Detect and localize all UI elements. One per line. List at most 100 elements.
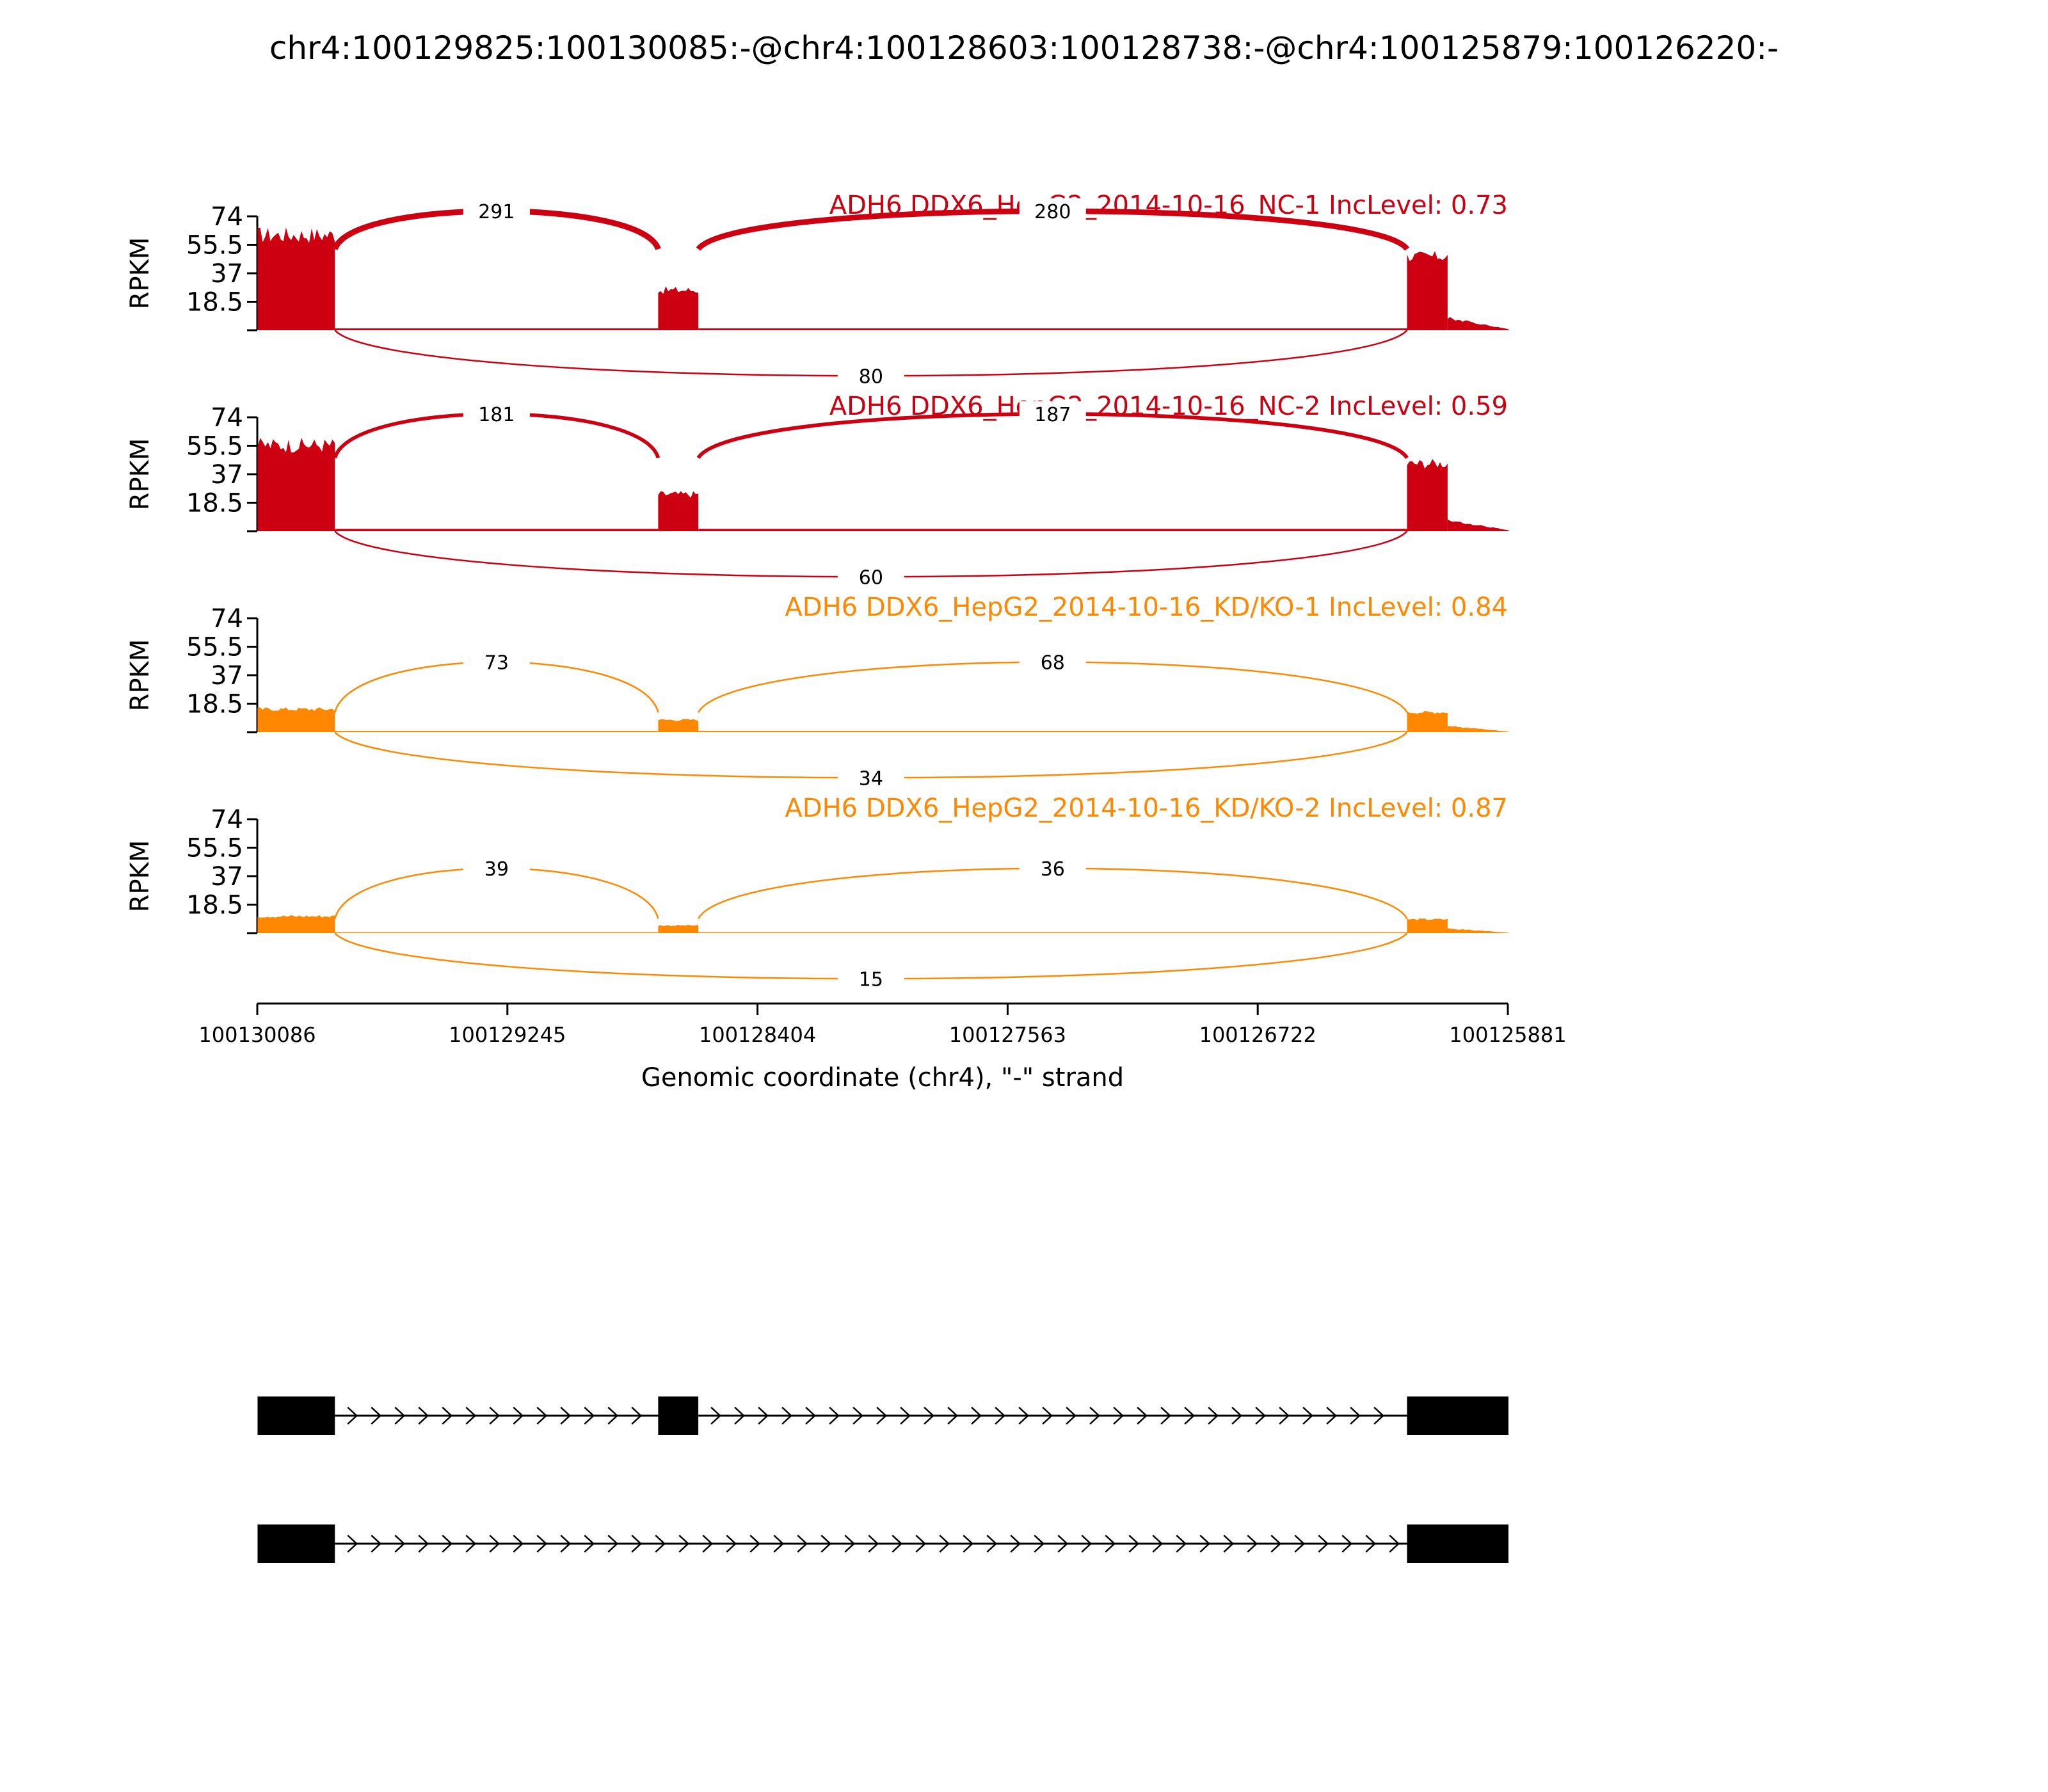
strand-arrow-icon bbox=[442, 1407, 453, 1425]
exon-coverage-downstream bbox=[1407, 710, 1448, 732]
strand-arrow-icon bbox=[465, 1407, 477, 1425]
junction-label-bg bbox=[463, 649, 530, 675]
y-tick-label: 74 bbox=[211, 805, 243, 835]
x-tick-label: 100127563 bbox=[949, 1023, 1066, 1047]
strand-arrow-icon bbox=[394, 1407, 406, 1425]
strand-arrow-icon bbox=[560, 1407, 572, 1425]
strand-arrow-icon bbox=[1081, 1535, 1092, 1553]
strand-arrow-icon bbox=[1184, 1407, 1195, 1425]
x-tick-label: 100128404 bbox=[699, 1023, 816, 1047]
exon-block bbox=[1407, 1524, 1508, 1563]
y-tick-label: 55.5 bbox=[186, 834, 243, 863]
strand-arrow-icon bbox=[1350, 1407, 1361, 1425]
exon-coverage-downstream-tail bbox=[1447, 726, 1508, 732]
strand-arrow-icon bbox=[347, 1407, 358, 1425]
strand-arrow-icon bbox=[371, 1407, 382, 1425]
intron-coverage bbox=[335, 731, 659, 732]
strand-arrow-icon bbox=[655, 1535, 666, 1553]
strand-arrow-icon bbox=[1042, 1407, 1053, 1425]
strand-arrow-icon bbox=[442, 1535, 453, 1553]
strand-arrow-icon bbox=[394, 1535, 406, 1553]
junction-count: 280 bbox=[1034, 201, 1071, 223]
strand-arrow-icon bbox=[465, 1535, 477, 1553]
exon-coverage-skipped bbox=[658, 491, 699, 531]
coverage-track bbox=[257, 915, 1508, 933]
exon-block bbox=[257, 1396, 335, 1435]
strand-arrow-icon bbox=[1034, 1535, 1045, 1553]
exon-coverage-downstream bbox=[1407, 251, 1448, 330]
strand-arrow-icon bbox=[1160, 1407, 1171, 1425]
y-tick-label: 37 bbox=[211, 661, 243, 691]
y-tick-label: 18.5 bbox=[186, 690, 243, 719]
strand-arrow-icon bbox=[1365, 1535, 1377, 1553]
y-axis-label: RPKM bbox=[125, 237, 155, 310]
strand-arrow-icon bbox=[797, 1535, 808, 1553]
y-tick-label: 74 bbox=[211, 604, 243, 634]
junction-label-bg bbox=[1019, 649, 1086, 675]
x-tick-label: 100130086 bbox=[198, 1023, 316, 1047]
junction-count: 73 bbox=[484, 652, 509, 675]
strand-arrow-icon bbox=[702, 1535, 714, 1553]
strand-arrow-icon bbox=[1113, 1407, 1124, 1425]
exon-coverage-upstream bbox=[257, 915, 335, 933]
strand-arrow-icon bbox=[876, 1407, 887, 1425]
sample-label: ADH6 DDX6_HepG2_2014-10-16_KD/KO-1 IncLe… bbox=[785, 593, 1508, 622]
exon-block bbox=[257, 1524, 335, 1563]
y-tick-label: 55.5 bbox=[186, 633, 243, 662]
intron-coverage bbox=[335, 529, 659, 531]
strand-arrow-icon bbox=[900, 1407, 911, 1425]
coverage-track bbox=[257, 437, 1508, 531]
y-tick-label: 37 bbox=[211, 460, 243, 490]
strand-arrow-icon bbox=[758, 1407, 769, 1425]
strand-arrow-icon bbox=[1318, 1535, 1329, 1553]
exon-coverage-upstream bbox=[257, 707, 335, 732]
chart-title: chr4:100129825:100130085:-@chr4:10012860… bbox=[269, 29, 1779, 67]
exon-coverage-skipped bbox=[658, 924, 699, 933]
strand-arrow-icon bbox=[844, 1535, 856, 1553]
strand-arrow-icon bbox=[1057, 1535, 1069, 1553]
strand-arrow-icon bbox=[924, 1407, 934, 1425]
strand-arrow-icon bbox=[1105, 1535, 1116, 1553]
strand-arrow-icon bbox=[986, 1535, 998, 1553]
strand-arrow-icon bbox=[1137, 1407, 1148, 1425]
exon-coverage-downstream-tail bbox=[1447, 519, 1508, 531]
strand-arrow-icon bbox=[1247, 1535, 1258, 1553]
x-tick-label: 100129245 bbox=[449, 1023, 566, 1047]
junction-count: 34 bbox=[859, 767, 883, 790]
exon-coverage-upstream bbox=[257, 437, 335, 531]
strand-arrow-icon bbox=[939, 1535, 950, 1553]
exon-coverage-downstream-tail bbox=[1447, 928, 1508, 933]
strand-arrow-icon bbox=[1089, 1407, 1100, 1425]
strand-arrow-icon bbox=[892, 1535, 903, 1553]
junction-label-bg bbox=[1019, 855, 1086, 881]
junction-count: 68 bbox=[1041, 652, 1065, 675]
y-tick-label: 55.5 bbox=[186, 231, 243, 260]
coverage-track bbox=[257, 707, 1508, 732]
intron-coverage bbox=[698, 328, 1407, 330]
y-tick-label: 18.5 bbox=[186, 891, 243, 920]
junction-label-bg bbox=[463, 401, 530, 427]
intron-coverage bbox=[698, 731, 1407, 732]
intron-coverage bbox=[335, 328, 659, 330]
y-tick-label: 74 bbox=[211, 202, 243, 232]
strand-arrow-icon bbox=[513, 1407, 524, 1425]
strand-arrow-icon bbox=[1176, 1535, 1187, 1553]
junction-count: 39 bbox=[484, 858, 509, 881]
strand-arrow-icon bbox=[631, 1535, 643, 1553]
strand-arrow-icon bbox=[1018, 1407, 1029, 1425]
strand-arrow-icon bbox=[1302, 1407, 1313, 1425]
strand-arrow-icon bbox=[1066, 1407, 1076, 1425]
junction-label-bg bbox=[1019, 401, 1086, 427]
x-axis-label: Genomic coordinate (chr4), "-" strand bbox=[641, 1063, 1124, 1092]
y-axis-label: RPKM bbox=[125, 639, 155, 712]
exon-coverage-downstream-tail bbox=[1447, 317, 1508, 330]
exon-block bbox=[1407, 1396, 1508, 1435]
exon-coverage-upstream bbox=[257, 227, 335, 330]
strand-arrow-icon bbox=[536, 1407, 548, 1425]
exon-coverage-downstream bbox=[1407, 918, 1448, 933]
